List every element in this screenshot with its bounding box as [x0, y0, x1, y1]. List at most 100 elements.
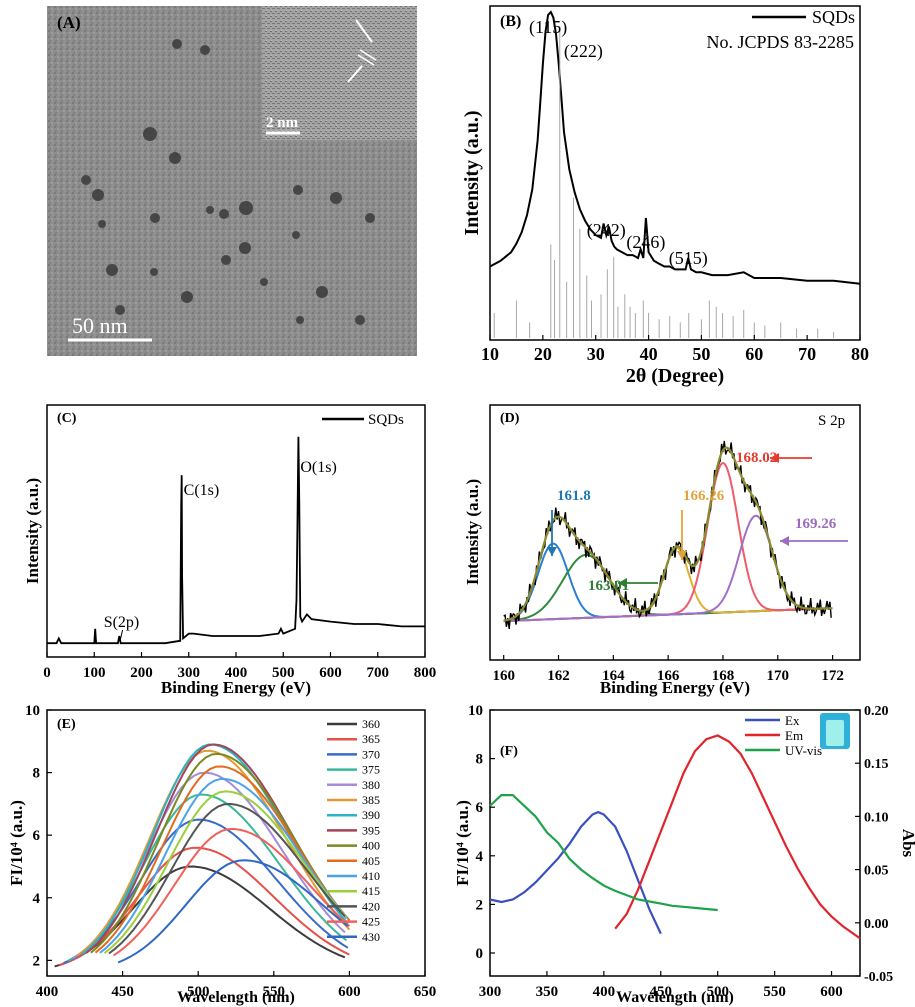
legend-label-375: 375 [362, 763, 380, 777]
jcpds-reference-lines [493, 26, 835, 338]
legend-label-em: Em [785, 728, 803, 743]
emission-curves-e [54, 743, 351, 968]
x-axis-e-tick-label-450: 450 [111, 984, 134, 1000]
x-axis-title-c: Binding Energy (eV) [161, 678, 311, 697]
reference-label: No. JCPDS 83-2285 [706, 32, 854, 52]
series-line-sqds-xps [47, 436, 425, 645]
legend-label-395: 395 [362, 823, 380, 837]
nanoparticle-0 [172, 39, 182, 49]
legend-label-390: 390 [362, 808, 380, 822]
x-axis-b-tick-label-50: 50 [692, 344, 710, 364]
x-axis-c-tick-label-0: 0 [43, 665, 51, 681]
x-axis-d-tick-label-172: 172 [821, 668, 844, 684]
panel-a-label: (A) [57, 13, 81, 32]
emission-curve-425 [112, 827, 351, 957]
peak-label-515: (515) [669, 248, 708, 269]
x-axis-e-tick-label-550: 550 [263, 984, 286, 1000]
x-axis-c-tick-label-100: 100 [83, 665, 106, 681]
emission-curve-415 [103, 790, 348, 954]
x-axis-f-tick-label-550: 550 [763, 984, 786, 1000]
series-line-em [614, 734, 861, 940]
y-axis-e-tick-label-8: 8 [33, 766, 41, 782]
emission-curve-400 [90, 752, 346, 954]
x-axis-d-tick-label-168: 168 [712, 668, 735, 684]
legend-label-430: 430 [362, 930, 380, 944]
y2-axis-title-f: Abs [899, 829, 915, 858]
nanoparticle-13 [106, 264, 118, 276]
annotation-168.02: 168.02 [736, 450, 777, 466]
x-axis-c-tick-label-400: 400 [225, 665, 248, 681]
legend-label-380: 380 [362, 778, 380, 792]
x-axis-b-tick-label-70: 70 [798, 344, 816, 364]
panel-d-label: (D) [500, 411, 520, 426]
nanoparticle-10 [330, 192, 342, 204]
nanoparticle-15 [316, 286, 328, 298]
x-axis-ticks-b: 10 20 30 40 50 60 70 80 [481, 335, 869, 364]
series-line-uv-vis [489, 794, 718, 912]
nanoparticle-2 [143, 127, 157, 141]
hrtem-inset [262, 6, 417, 140]
spectra-curves-f [489, 734, 861, 940]
nanoparticle-6 [150, 213, 160, 223]
x-axis-f-tick-label-300: 300 [479, 984, 502, 1000]
vial-glow [826, 720, 844, 746]
x-axis-e-tick-label-400: 400 [36, 984, 59, 1000]
series-line-ex [489, 810, 662, 935]
x-axis-b-tick-label-60: 60 [745, 344, 763, 364]
annotation-166.26: 166.26 [683, 488, 725, 504]
x-axis-b-tick-label-20: 20 [534, 344, 552, 364]
y-axis-e-tick-label-6: 6 [33, 828, 41, 844]
y-axis-title-c: Intensity (a.u.) [23, 478, 42, 584]
legend-label-sqds-c: SQDs [368, 412, 404, 428]
nanoparticle-12 [365, 213, 375, 223]
panel-f-label: (F) [500, 744, 518, 759]
x-axis-c-tick-label-300: 300 [178, 665, 201, 681]
nanoparticle-18 [150, 268, 158, 276]
annotation-161.8: 161.8 [557, 488, 591, 504]
nanoparticle-24 [260, 278, 268, 286]
y2-axis-f-tick-label-0.05: 0.05 [864, 864, 889, 879]
x-axis-f-tick-label-600: 600 [820, 984, 843, 1000]
panel-a-tem-image: (A) 2 nm 50 nm [47, 6, 417, 356]
y2-axis-f-tick-label-0.00: 0.00 [864, 917, 889, 932]
y-axis-e-tick-label-10: 10 [25, 703, 40, 719]
annotation-163.01: 163.01 [588, 578, 629, 594]
annotation-arrowhead-168.02 [770, 453, 779, 463]
legend-label-410: 410 [362, 869, 380, 883]
panel-c-label: (C) [57, 411, 77, 426]
nanoparticle-21 [355, 315, 365, 325]
x-axis-title-f: Wavelength (nm) [616, 989, 734, 1006]
nanoparticle-14 [181, 291, 193, 303]
legend-label-365: 365 [362, 732, 380, 746]
nanoparticle-16 [239, 242, 251, 254]
annotation-arrowhead-166.26 [677, 551, 687, 560]
axis-ticks-e: 400 450 500 550 600 650 2 4 6 8 10 [25, 703, 436, 1000]
y-axis-f-tick-label-10: 10 [468, 703, 483, 719]
axis-ticks-f: 300 350 400 450 500 550 600 0 2 4 6 8 10 -0.05 0.00 0.0… [468, 703, 893, 1000]
legend-label-400: 400 [362, 839, 380, 853]
x-axis-d-tick-label-164: 164 [602, 668, 625, 684]
x-axis-d-tick-label-160: 160 [492, 668, 515, 684]
legend-label-370: 370 [362, 747, 380, 761]
scale-bar-label: 50 nm [72, 313, 128, 338]
emission-curve-410 [99, 777, 349, 954]
nanoparticle-5 [92, 189, 104, 201]
peak-label-s2p: S(2p) [104, 614, 140, 631]
x-axis-f-tick-label-500: 500 [706, 984, 729, 1000]
panel-d-xps-s2p: 160 162 164 166 168 170 172 161.8163.01166.261… [463, 404, 861, 697]
x-axis-c-tick-label-500: 500 [272, 665, 295, 681]
nanoparticle-19 [206, 206, 214, 214]
panel-b-label: (B) [500, 13, 521, 30]
y2-axis-f-tick-label-0.15: 0.15 [864, 757, 889, 772]
legend-label-ex: Ex [785, 713, 800, 728]
legend-label-385: 385 [362, 793, 380, 807]
x-axis-f-tick-label-350: 350 [536, 984, 559, 1000]
x-axis-f-tick-label-450: 450 [650, 984, 673, 1000]
x-axis-title-b: 2θ (Degree) [626, 365, 724, 387]
annotation-169.26: 169.26 [795, 516, 837, 532]
panel-e-frame [46, 709, 426, 977]
